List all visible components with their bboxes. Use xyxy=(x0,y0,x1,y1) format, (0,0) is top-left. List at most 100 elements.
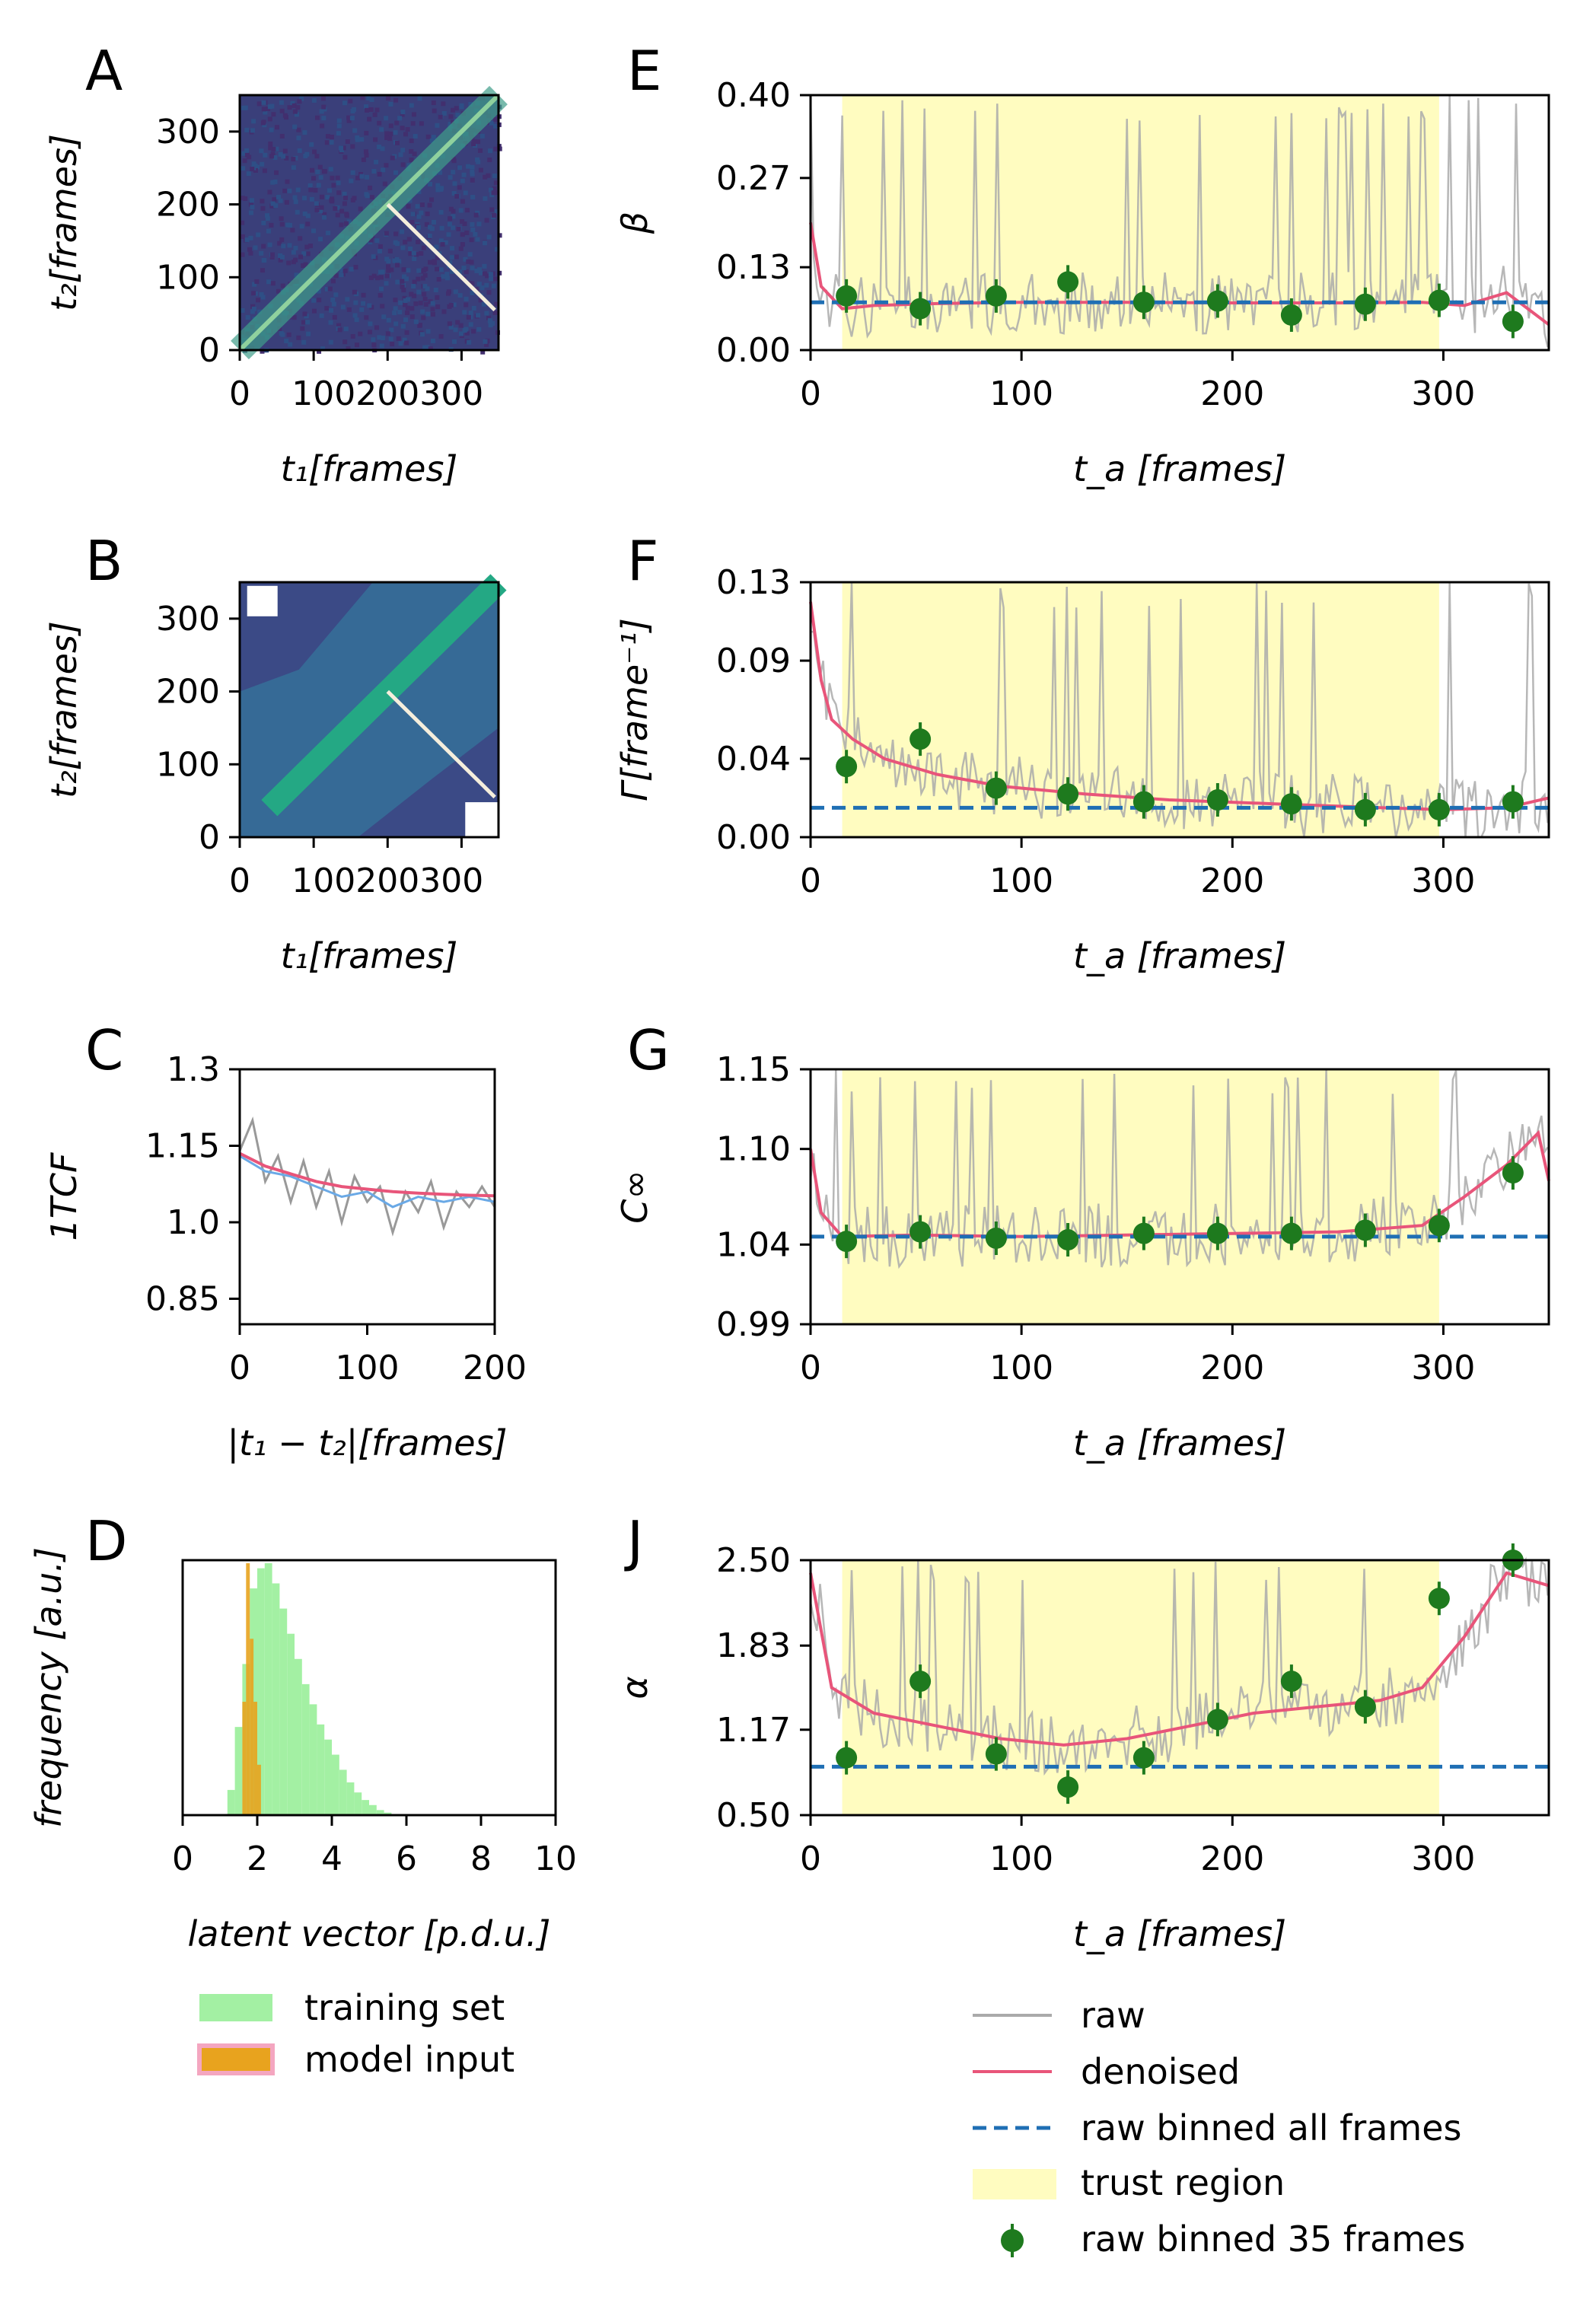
x-tick-label-B-1: 100200300 xyxy=(291,862,483,900)
x-tick-label-G-1: 100 xyxy=(989,1349,1053,1387)
panel-letter-j: J xyxy=(624,1509,643,1573)
heatmap-speckle xyxy=(359,137,365,142)
heatmap-speckle xyxy=(493,117,499,123)
heatmap-speckle xyxy=(353,300,358,305)
heatmap-speckle xyxy=(453,289,458,295)
heatmap-speckle xyxy=(240,220,245,225)
x-tick-label-A-1: 100200300 xyxy=(291,374,483,413)
heatmap-speckle xyxy=(251,291,256,296)
heatmap-speckle xyxy=(446,232,451,237)
heatmap-speckle xyxy=(393,130,398,135)
point-binned-35-E xyxy=(1502,311,1524,333)
heatmap-speckle xyxy=(436,277,441,282)
x-tick-label-D-2: 4 xyxy=(321,1839,342,1878)
x-axis-label-J: t_a [frames] xyxy=(1073,1913,1286,1954)
y-tick-label-G-3: 1.15 xyxy=(716,1050,791,1089)
legend-label-binned-35: raw binned 35 frames xyxy=(1081,2218,1465,2260)
heatmap-speckle xyxy=(294,112,299,117)
heatmap-speckle xyxy=(401,288,406,293)
heatmap-speckle xyxy=(260,268,265,273)
heatmap-speckle xyxy=(260,199,265,204)
heatmap-speckle xyxy=(276,288,281,294)
heatmap-speckle xyxy=(302,196,307,201)
heatmap-speckle xyxy=(456,226,461,231)
heatmap-speckle xyxy=(402,295,407,301)
heatmap-speckle xyxy=(248,210,253,215)
heatmap-speckle xyxy=(301,339,307,345)
x-tick-label-E-0: 0 xyxy=(800,374,821,413)
heatmap-speckle xyxy=(433,287,438,292)
heatmap-speckle xyxy=(384,131,390,136)
heatmap-speckle xyxy=(359,307,365,312)
heatmap-speckle xyxy=(425,329,431,334)
heatmap-speckle xyxy=(342,201,347,206)
heatmap-speckle xyxy=(422,284,428,289)
heatmap-speckle xyxy=(476,139,481,145)
trust-region-G xyxy=(842,1069,1439,1324)
heatmap-speckle xyxy=(448,114,454,119)
heatmap-speckle xyxy=(448,122,453,127)
hist-bar-model xyxy=(253,1702,257,1815)
panel-j: 0.50 1.17 1.83 2.50 0 100 200 300 t_a [frames] α xyxy=(614,1541,1550,1954)
heatmap-speckle xyxy=(412,256,417,261)
heatmap-speckle xyxy=(241,166,246,171)
heatmap-speckle xyxy=(493,180,499,186)
heatmap-speckle xyxy=(390,342,395,347)
x-tick-label-B-0: 0 xyxy=(229,862,250,900)
point-binned-35-F xyxy=(1354,798,1376,820)
heatmap-speckle xyxy=(403,302,408,307)
heatmap-speckle xyxy=(451,107,456,113)
heatmap-speckle xyxy=(316,183,321,188)
heatmap-speckle xyxy=(248,235,253,240)
point-binned-35-E xyxy=(1206,290,1228,312)
heatmap-speckle xyxy=(279,216,284,221)
heatmap-speckle xyxy=(394,120,400,126)
heatmap-speckle xyxy=(447,221,452,227)
heatmap-speckle xyxy=(389,327,394,333)
heatmap-speckle xyxy=(463,190,468,196)
x-tick-label-F-3: 300 xyxy=(1411,862,1475,900)
heatmap-speckle xyxy=(447,321,452,326)
heatmap-speckle xyxy=(421,315,426,320)
heatmap-speckle xyxy=(335,175,340,180)
point-binned-35-F xyxy=(1057,783,1079,805)
heatmap-speckle xyxy=(240,196,245,201)
point-binned-35-F xyxy=(1502,791,1524,813)
heatmap-speckle xyxy=(389,267,394,272)
heatmap-speckle xyxy=(464,302,469,307)
heatmap-speckle xyxy=(332,314,337,320)
point-binned-35-E xyxy=(1057,271,1079,293)
heatmap-speckle xyxy=(387,248,393,253)
x-tick-label-C-2: 200 xyxy=(463,1349,527,1387)
heatmap-speckle xyxy=(361,292,366,298)
heatmap-speckle xyxy=(435,187,441,193)
heatmap-speckle xyxy=(374,159,379,164)
heatmap-speckle xyxy=(393,306,398,311)
x-axis-label-A: t₁[frames] xyxy=(281,448,458,489)
heatmap-speckle xyxy=(494,301,499,307)
heatmap-speckle xyxy=(367,303,372,308)
heatmap-speckle xyxy=(427,233,432,238)
line-raw-F xyxy=(810,582,1549,839)
heatmap-speckle xyxy=(470,194,476,199)
heatmap-speckle xyxy=(263,152,268,158)
heatmap-speckle xyxy=(448,302,454,307)
heatmap-speckle xyxy=(419,121,424,126)
heatmap-speckle xyxy=(318,237,323,242)
heatmap-speckle xyxy=(473,231,478,237)
heatmap-speckle xyxy=(291,165,296,170)
heatmap-speckle xyxy=(253,167,258,173)
heatmap-speckle xyxy=(336,123,342,129)
heatmap-speckle xyxy=(416,289,422,295)
heatmap-speckle xyxy=(441,101,446,107)
heatmap-speckle xyxy=(431,135,436,140)
heatmap-speckle xyxy=(250,167,255,172)
heatmap-speckle xyxy=(393,231,399,237)
x-tick-label-F-1: 100 xyxy=(989,862,1053,900)
heatmap-speckle xyxy=(279,108,285,113)
y-axis-label-E: β xyxy=(614,212,655,234)
heatmap-speckle xyxy=(413,301,419,307)
heatmap-speckle xyxy=(469,260,474,265)
y-tick-label-B-1: 100 xyxy=(156,745,220,784)
heatmap-speckle xyxy=(428,181,433,186)
